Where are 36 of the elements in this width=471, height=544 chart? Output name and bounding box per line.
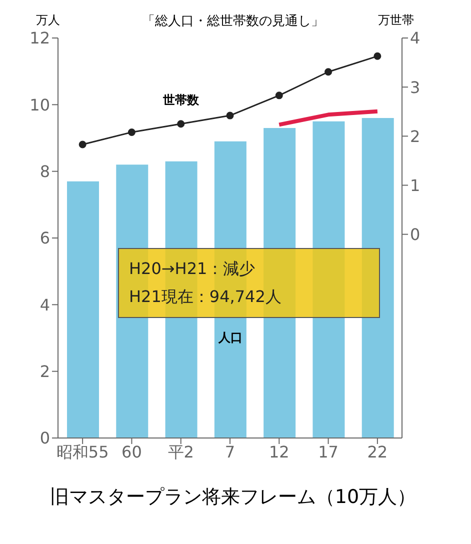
y-tick-label: 6: [40, 228, 50, 248]
callout-box: H20→H21：減少 H21現在：94,742人: [118, 248, 380, 318]
y-tick-label: 8: [40, 162, 50, 182]
series-label: 世帯数: [162, 92, 200, 107]
text: 旧マスタープラン将来フレーム（10万人）: [48, 485, 418, 510]
y-tick-label: 4: [40, 295, 50, 314]
y-axis-title: 万人: [36, 12, 60, 29]
x-tick-label: 7: [224, 442, 236, 462]
point: [128, 128, 136, 136]
annotation: H21現在：94,742人: [129, 286, 282, 308]
point: [226, 112, 234, 120]
point: [78, 140, 86, 148]
y2-tick-label: 2: [410, 126, 420, 146]
y2-axis-title: 万世帯: [378, 12, 414, 29]
x-tick-label: 17: [318, 442, 338, 462]
point: [374, 52, 382, 60]
bar: [67, 181, 99, 438]
chart-title: 「総人口・総世帯数の見通し」: [142, 14, 324, 29]
y-tick-label: 10: [30, 95, 50, 114]
y2-tick-label: 3: [410, 78, 420, 97]
y-tick-label: 2: [40, 362, 50, 382]
y-tick-label: 0: [40, 428, 50, 448]
y2-tick-label: 0: [410, 225, 420, 244]
x-tick-label: 昭和55: [56, 442, 109, 462]
point: [275, 92, 283, 100]
y2-tick-label: 1: [410, 176, 420, 195]
x-tick-label: 60: [122, 442, 142, 462]
y2-tick-label: 4: [410, 28, 420, 48]
x-tick-label: 12: [268, 442, 290, 462]
point: [177, 120, 185, 128]
point: [324, 68, 332, 76]
y-tick-label: 12: [30, 28, 50, 48]
annotation: H20→H21：減少: [129, 258, 256, 280]
series-label: 人口: [217, 330, 242, 344]
x-tick-label: 22: [367, 442, 388, 462]
x-tick-label: 平2: [168, 442, 194, 462]
